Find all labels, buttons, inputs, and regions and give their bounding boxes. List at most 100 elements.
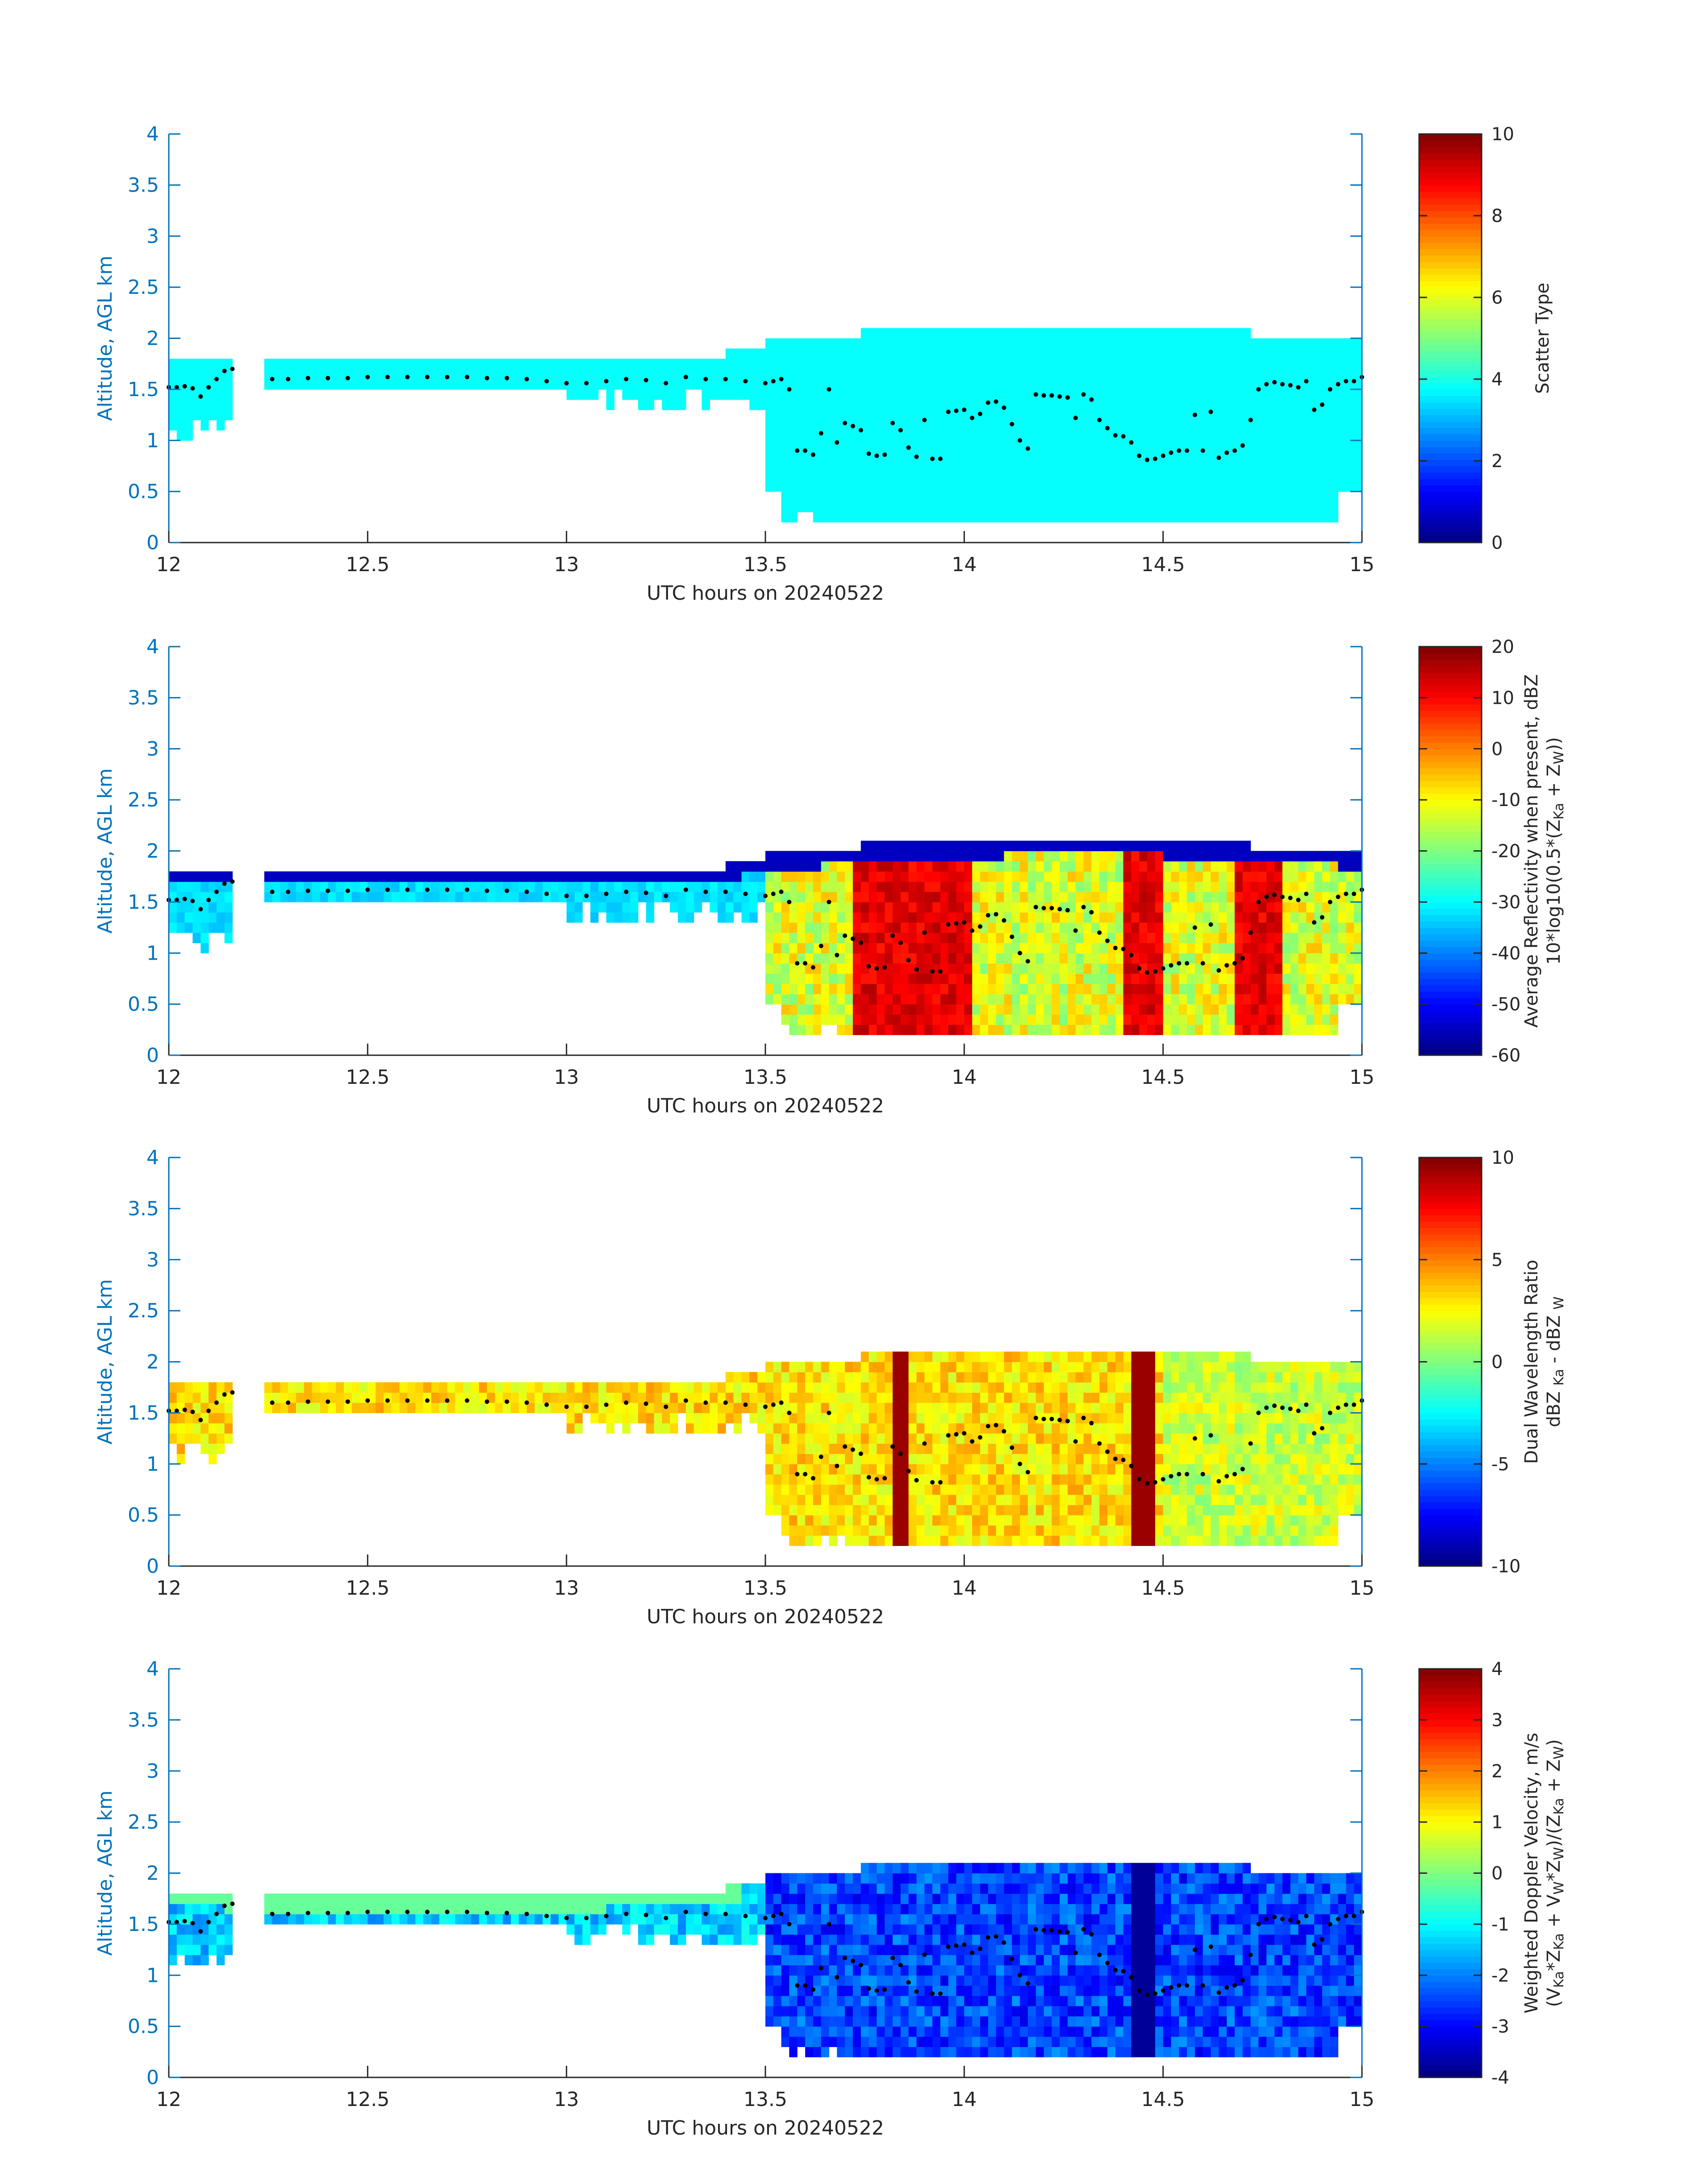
colorbar-segment: [1419, 1029, 1482, 1036]
heatmap-cell: [1060, 1351, 1068, 1362]
heatmap-cell: [622, 871, 631, 882]
heatmap-cell: [852, 902, 861, 913]
heatmap-cell: [551, 882, 559, 892]
heatmap-cell: [1044, 1392, 1052, 1403]
heatmap-cell: [932, 338, 941, 349]
heatmap-cell: [1227, 471, 1235, 482]
heatmap-cell: [837, 1515, 845, 1526]
heatmap-cell: [948, 1423, 957, 1434]
heatmap-cell: [893, 348, 901, 359]
colorbar-segment: [1419, 934, 1482, 941]
heatmap-cell: [988, 1014, 997, 1025]
y-tick-label: 1.5: [128, 378, 159, 401]
heatmap-cell: [869, 369, 877, 380]
heatmap-cell: [1131, 1423, 1140, 1434]
heatmap-cell: [574, 389, 583, 400]
cloud-base-point: [930, 456, 935, 461]
heatmap-cell: [1044, 1014, 1052, 1025]
heatmap-cell: [551, 359, 559, 369]
heatmap-cell: [869, 851, 877, 861]
heatmap-cell: [773, 461, 782, 472]
heatmap-cell: [940, 1382, 949, 1393]
heatmap-cell: [685, 1423, 694, 1434]
heatmap-cell: [956, 501, 965, 512]
heatmap-cell: [964, 1484, 973, 1495]
heatmap-cell: [1266, 983, 1275, 994]
heatmap-cell: [1091, 1433, 1100, 1444]
heatmap-cell: [192, 1423, 201, 1434]
heatmap-cell: [1020, 1403, 1028, 1413]
heatmap-cell: [1179, 481, 1187, 492]
colorbar-segment: [1419, 819, 1482, 826]
heatmap-cell: [1242, 501, 1251, 512]
colorbar-label: 10*log10(0.5*(ZKa + ZW)): [1544, 737, 1567, 965]
heatmap-cell: [1242, 491, 1251, 502]
heatmap-cell: [980, 379, 989, 390]
heatmap-cell: [805, 871, 814, 882]
heatmap-cell: [1083, 1504, 1092, 1516]
heatmap-cell: [535, 892, 543, 903]
heatmap-cell: [916, 379, 925, 390]
heatmap-cell: [216, 420, 225, 430]
heatmap-cell: [1314, 409, 1323, 421]
heatmap-cell: [829, 983, 837, 994]
heatmap-cell: [900, 851, 909, 861]
heatmap-cell: [1274, 861, 1283, 872]
heatmap-cell: [1107, 1535, 1116, 1546]
heatmap-cell: [908, 1014, 917, 1025]
heatmap-cell: [900, 882, 909, 892]
heatmap-cell: [805, 963, 814, 974]
heatmap-cell: [1242, 471, 1251, 482]
heatmap-cell: [837, 994, 845, 1005]
heatmap-cell: [948, 1372, 957, 1383]
heatmap-cell: [908, 399, 917, 410]
heatmap-cell: [964, 882, 973, 892]
heatmap-cell: [192, 892, 201, 903]
colorbar-tick-label: -50: [1491, 994, 1520, 1015]
heatmap-cell: [1052, 399, 1060, 410]
heatmap-cell: [916, 1474, 925, 1485]
heatmap-cell: [932, 420, 941, 430]
heatmap-cell: [1147, 440, 1156, 451]
heatmap-cell: [797, 1464, 806, 1475]
cloud-base-point: [544, 891, 549, 896]
heatmap-cell: [948, 1024, 957, 1035]
heatmap-cell: [845, 953, 853, 964]
heatmap-cell: [1258, 932, 1267, 943]
heatmap-cell: [893, 1382, 901, 1393]
heatmap-cell: [940, 1484, 949, 1495]
heatmap-cell: [940, 1443, 949, 1454]
heatmap-cell: [924, 348, 933, 359]
heatmap-cell: [1282, 861, 1291, 872]
y-tick-label: 3: [146, 738, 159, 760]
heatmap-cell: [1020, 1535, 1028, 1546]
heatmap-cell: [1258, 359, 1267, 369]
heatmap-cell: [590, 871, 599, 882]
heatmap-cell: [1298, 451, 1307, 461]
heatmap-cell: [877, 1525, 885, 1536]
heatmap-cell: [1012, 461, 1020, 472]
heatmap-cell: [860, 851, 869, 861]
heatmap-cell: [869, 1515, 877, 1526]
cloud-base-point: [270, 890, 275, 894]
heatmap-cell: [972, 328, 981, 339]
heatmap-cell: [1067, 882, 1076, 892]
heatmap-cell: [1330, 871, 1339, 882]
heatmap-cell: [1330, 379, 1339, 390]
heatmap-cell: [916, 953, 925, 964]
heatmap-cell: [280, 882, 288, 892]
heatmap-cell: [893, 851, 901, 861]
heatmap-cell: [224, 359, 233, 369]
heatmap-cell: [1330, 983, 1339, 994]
heatmap-cell: [1194, 953, 1203, 964]
heatmap-cell: [1187, 491, 1195, 502]
colorbar-segment: [1419, 800, 1482, 807]
heatmap-cell: [829, 882, 837, 892]
heatmap-cell: [1346, 461, 1354, 472]
heatmap-cell: [1194, 501, 1203, 512]
heatmap-cell: [1282, 963, 1291, 974]
heatmap-cell: [749, 399, 758, 410]
heatmap-cell: [1346, 420, 1354, 430]
cloud-base-point: [1352, 891, 1357, 896]
heatmap-cell: [1274, 1014, 1283, 1025]
